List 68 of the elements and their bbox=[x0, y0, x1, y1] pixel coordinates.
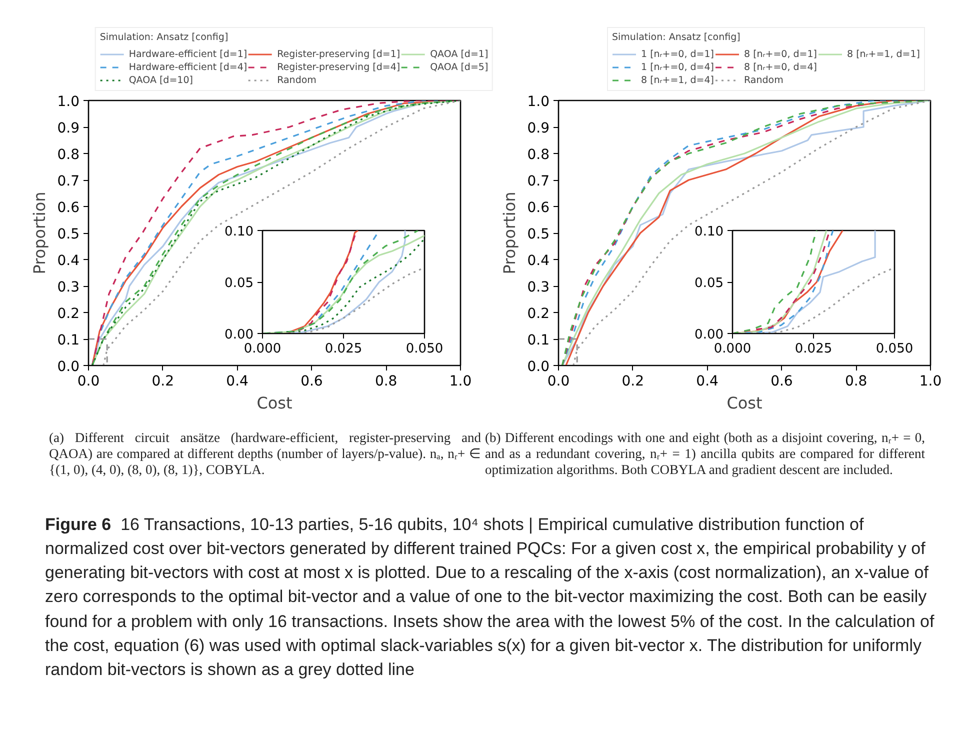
y-tick-label: 0.9 bbox=[57, 120, 80, 136]
legend-label: Random bbox=[744, 74, 784, 86]
y-tick-label: 0.9 bbox=[527, 120, 550, 136]
x-tick-label: 0.050 bbox=[876, 342, 914, 356]
y-tick-label: 1.0 bbox=[527, 94, 550, 110]
y-tick-label: 0.1 bbox=[527, 332, 550, 348]
y-tick-label: 1.0 bbox=[57, 94, 80, 110]
y-tick-label: 0.6 bbox=[57, 200, 80, 216]
y-tick-label: 0.5 bbox=[527, 226, 550, 242]
x-tick-label: 0.8 bbox=[844, 374, 868, 390]
x-tick-label: 0.000 bbox=[244, 342, 282, 356]
y-tick-label: 0.5 bbox=[57, 226, 80, 242]
y-tick-label: 0.2 bbox=[57, 306, 80, 322]
x-axis-title: Cost bbox=[256, 394, 292, 412]
y-tick-label: 0.6 bbox=[527, 200, 550, 216]
x-tick-label: 1.0 bbox=[919, 374, 942, 390]
legend-label: 8 [nᵣ+=0, d=4] bbox=[744, 61, 817, 73]
legend-title: Simulation: Ansatz [config] bbox=[612, 32, 742, 43]
x-tick-label: 1.0 bbox=[449, 374, 472, 390]
x-tick-label: 0.2 bbox=[152, 374, 174, 390]
y-tick-label: 0.00 bbox=[694, 328, 724, 342]
x-tick-label: 0.2 bbox=[622, 374, 644, 390]
x-axis-title: Cost bbox=[726, 394, 762, 412]
y-tick-label: 0.8 bbox=[57, 147, 80, 163]
legend-label: QAOA [d=10] bbox=[128, 74, 193, 86]
legend-label: 8 [nᵣ+=1, d=1] bbox=[847, 48, 920, 60]
y-tick-label: 0.05 bbox=[694, 276, 724, 291]
legend-label: Register-preserving [d=1] bbox=[277, 48, 400, 60]
x-tick-label: 0.6 bbox=[770, 374, 793, 390]
legend-label: 1 [nᵣ+=0, d=1] bbox=[641, 48, 714, 60]
y-tick-label: 0.7 bbox=[527, 174, 550, 190]
legend-label: Register-preserving [d=4] bbox=[277, 61, 400, 73]
y-tick-label: 0.8 bbox=[527, 147, 550, 163]
y-tick-label: 0.2 bbox=[527, 306, 550, 322]
x-tick-label: 0.6 bbox=[300, 374, 323, 390]
y-tick-label: 0.4 bbox=[527, 253, 550, 269]
legend-label: Hardware-efficient [d=1] bbox=[128, 48, 248, 60]
legend-label: 8 [nᵣ+=1, d=4] bbox=[641, 74, 714, 86]
text: Figure 6 bbox=[45, 515, 112, 534]
y-tick-label: 0.10 bbox=[224, 224, 254, 240]
y-tick-label: 0.0 bbox=[57, 359, 80, 375]
y-tick-label: 0.00 bbox=[224, 328, 254, 342]
y-tick-label: 0.3 bbox=[527, 280, 550, 296]
x-tick-label: 0.8 bbox=[374, 374, 398, 390]
x-tick-label: 0.0 bbox=[547, 374, 570, 390]
legend-label: Random bbox=[277, 74, 316, 86]
y-tick-label: 0.1 bbox=[57, 332, 80, 348]
x-tick-label: 0.025 bbox=[324, 342, 362, 356]
y-tick-label: 0.3 bbox=[57, 280, 80, 296]
y-tick-label: 0.7 bbox=[57, 174, 80, 190]
x-tick-label: 0.025 bbox=[794, 342, 832, 356]
y-axis-title: Proportion bbox=[30, 192, 50, 274]
legend-label: 1 [nᵣ+=0, d=4] bbox=[641, 61, 714, 73]
x-tick-label: 0.0 bbox=[77, 374, 100, 390]
text: (a) Different circuit ansätze (hardware-efficient, register-preserving and QAOA) are compared at different depths (number of layers/p-value). nₐ, nᵣ+ ∈ {(1, 0), (4, 0), (8, 0), (8, 1)}, COBYLA. bbox=[49, 430, 481, 479]
x-tick-label: 0.000 bbox=[714, 342, 752, 356]
legend-title: Simulation: Ansatz [config] bbox=[100, 32, 230, 43]
legend-label: QAOA [d=1] bbox=[430, 48, 488, 60]
y-tick-label: 0.10 bbox=[694, 224, 724, 240]
legend-label: 8 [nᵣ+=0, d=1] bbox=[744, 48, 817, 60]
y-tick-label: 0.4 bbox=[57, 253, 80, 269]
text: (b) Different encodings with one and eight (both as a disjoint covering, nᵣ+ = 0, and as a redundant covering, nᵣ+ = 1) ancilla qubits are compared for different optimization algorithms. Both COBYLA and gradient descent are included. bbox=[485, 430, 925, 479]
y-tick-label: 0.05 bbox=[224, 276, 254, 291]
y-axis-title: Proportion bbox=[500, 192, 520, 274]
y-tick-label: 0.0 bbox=[527, 359, 550, 375]
x-tick-label: 0.050 bbox=[406, 342, 444, 356]
legend-label: QAOA [d=5] bbox=[430, 61, 488, 73]
legend-label: Hardware-efficient [d=4] bbox=[128, 61, 248, 73]
